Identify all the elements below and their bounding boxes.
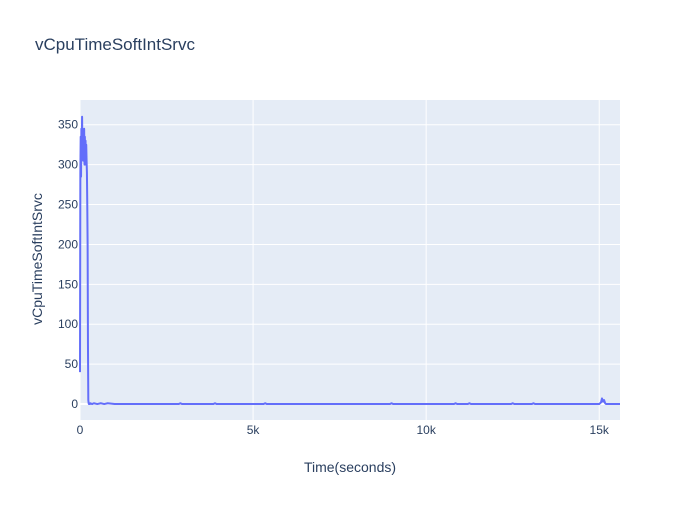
y-tick-label: 150: [58, 277, 78, 291]
x-tick-label: 0: [77, 423, 84, 437]
y-tick-label: 100: [58, 317, 78, 331]
y-tick-label: 250: [58, 198, 78, 212]
plot-area: [80, 100, 620, 420]
y-tick-label: 300: [58, 158, 78, 172]
y-tick-label: 350: [58, 118, 78, 132]
y-tick-label: 200: [58, 237, 78, 251]
y-tick-label: 50: [65, 357, 79, 371]
x-tick-label: 5k: [247, 423, 261, 437]
data-layer: [79, 115, 620, 406]
tick-layer: 0 50 100 150 200 250 300 350 0 5k 10k 15k: [58, 118, 610, 437]
x-tick-label: 10k: [416, 423, 436, 437]
x-axis-title: Time(seconds): [304, 459, 396, 475]
series-line: [79, 115, 620, 406]
chart-title: vCpuTimeSoftIntSrvc: [35, 35, 195, 54]
y-axis-title: vCpuTimeSoftIntSrvc: [29, 193, 45, 325]
y-tick-label: 0: [71, 397, 78, 411]
x-tick-label: 15k: [590, 423, 610, 437]
